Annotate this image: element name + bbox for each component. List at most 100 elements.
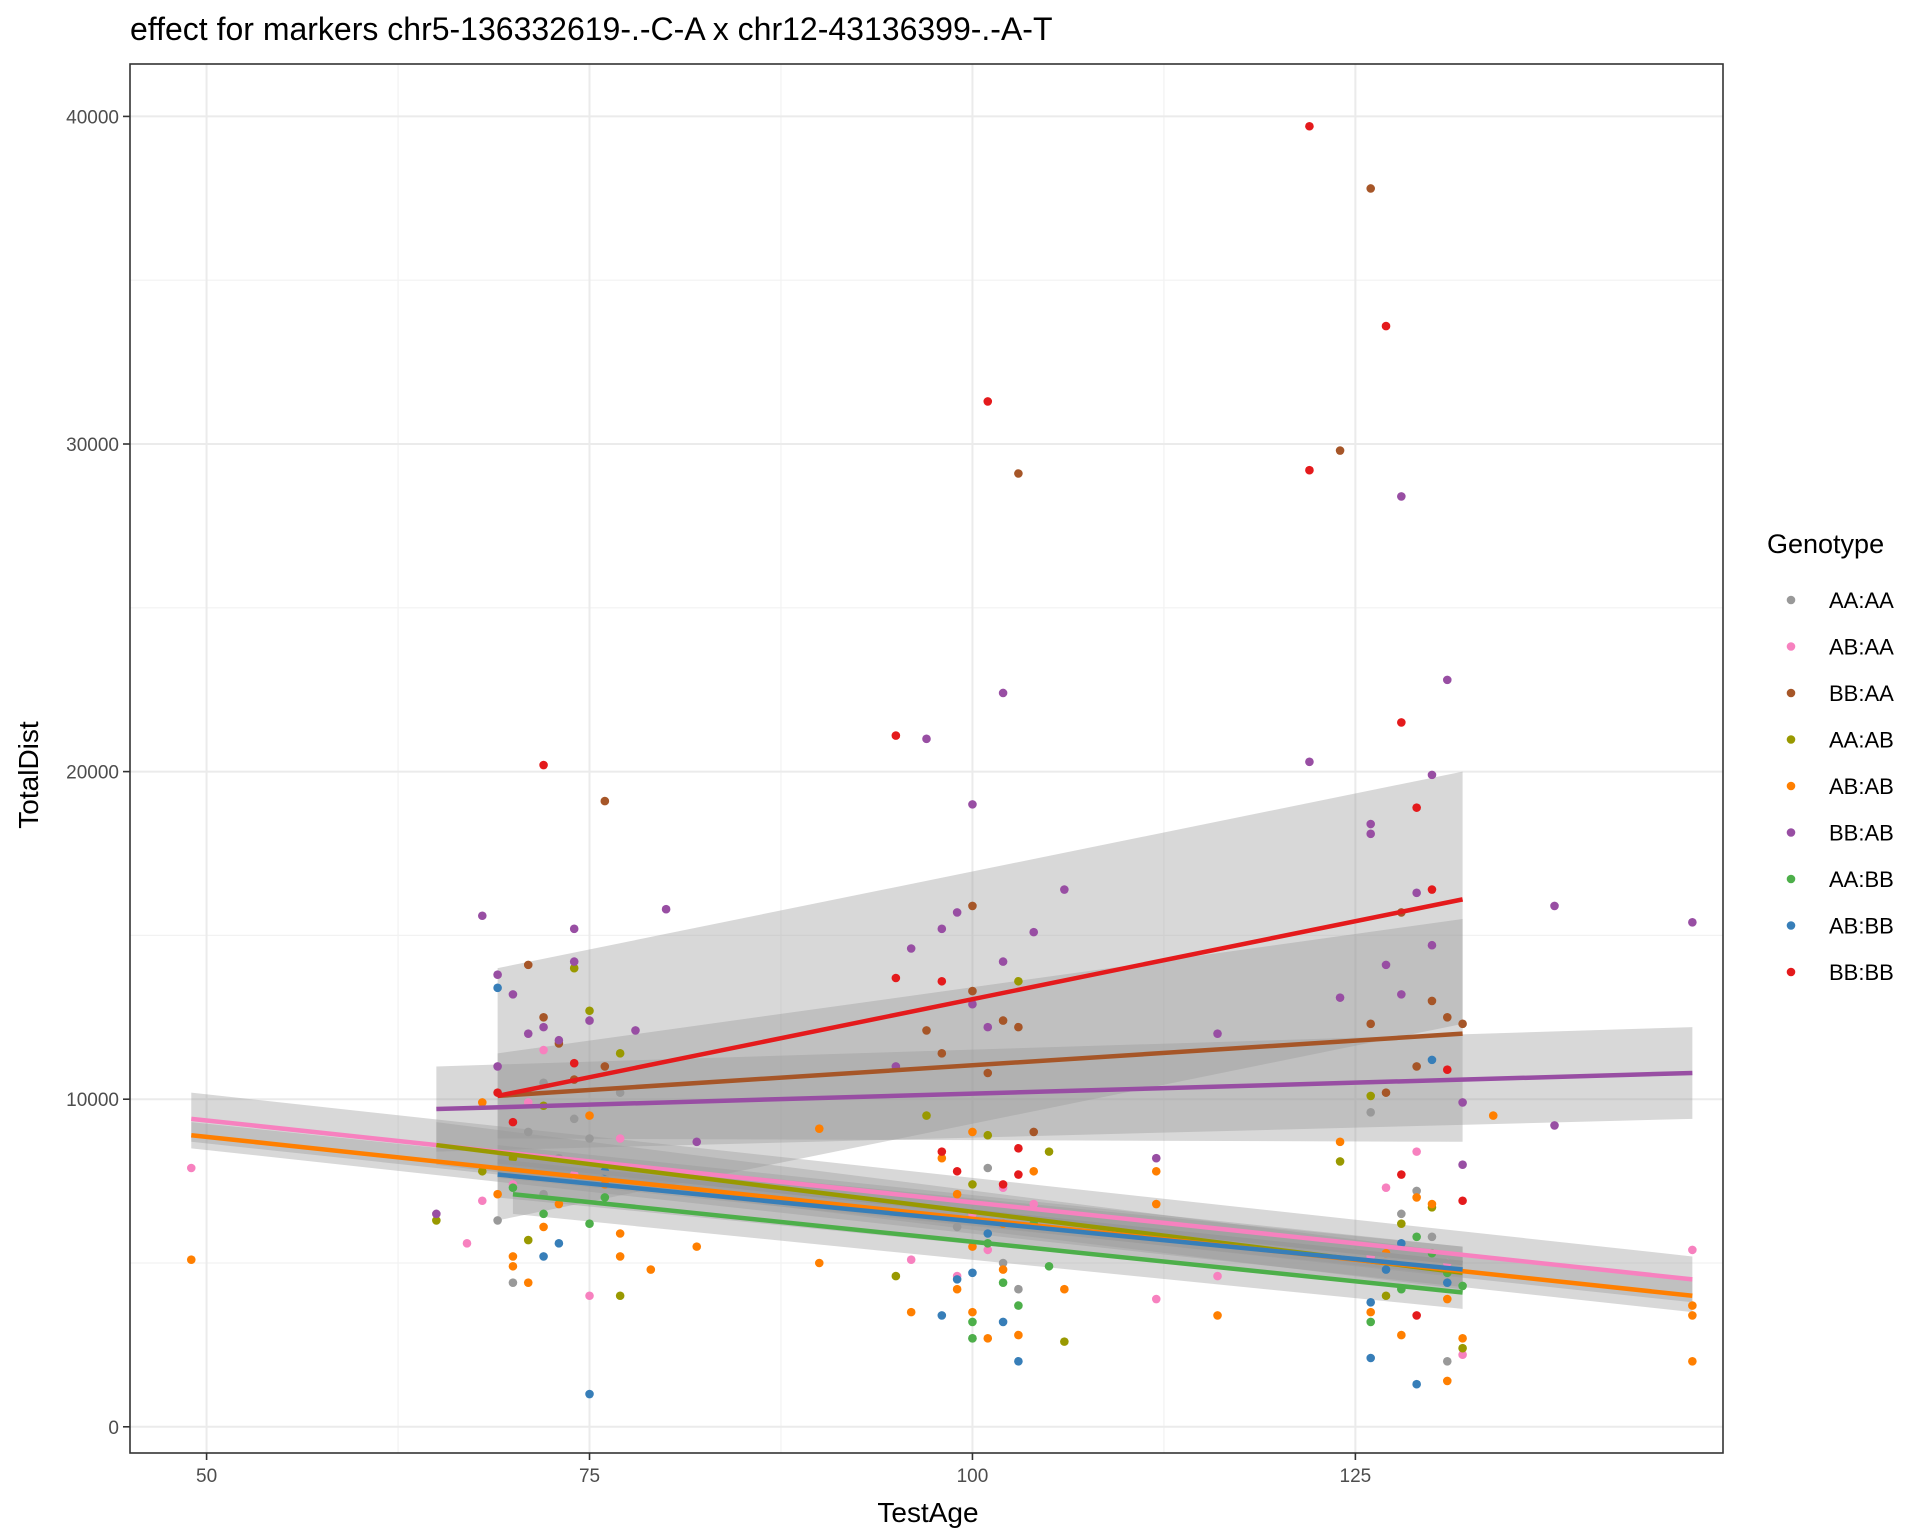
data-point-bb-ab	[1151, 1153, 1161, 1163]
data-point-aa-aa	[998, 1258, 1008, 1268]
data-point-ab-bb	[1397, 1239, 1406, 1248]
data-point-aa-ab	[1397, 1219, 1406, 1228]
data-point-bb-ab	[1458, 1160, 1467, 1170]
data-point-bb-bb	[891, 973, 901, 983]
legend-key-aa-ab	[1786, 735, 1796, 744]
plot-border	[129, 63, 1724, 1454]
legend-label-ab-ab: AB:AB	[1829, 774, 1894, 799]
data-point-bb-aa	[1366, 1019, 1376, 1029]
data-point-bb-aa	[1014, 1022, 1023, 1032]
data-point-bb-ab	[983, 1022, 993, 1032]
data-point-ab-ab	[814, 1124, 824, 1133]
data-point-bb-bb	[1412, 803, 1421, 812]
data-point-aa-aa	[983, 1163, 993, 1173]
data-point-ab-ab	[1029, 1166, 1039, 1176]
y-tick-label: 20000	[66, 763, 119, 784]
data-point-aa-bb	[1366, 1317, 1376, 1327]
data-point-aa-ab	[891, 1271, 901, 1281]
y-tick-label: 30000	[66, 435, 119, 456]
data-point-ab-ab	[1688, 1311, 1697, 1320]
data-point-ab-ab	[1458, 1334, 1467, 1343]
data-point-aa-bb	[1412, 1232, 1421, 1242]
data-point-bb-ab	[631, 1026, 640, 1035]
data-point-ab-ab	[968, 1127, 977, 1137]
y-axis-ticks: 0 10000 20000 30000 40000	[66, 107, 130, 1439]
data-point-ab-ab	[998, 1265, 1008, 1274]
data-point-ab-ab	[1442, 1376, 1452, 1386]
data-point-ab-ab	[1151, 1199, 1161, 1209]
data-point-ab-ab	[1213, 1311, 1222, 1320]
data-point-bb-bb	[1305, 121, 1314, 131]
data-point-bb-aa	[1442, 1012, 1452, 1022]
data-point-aa-ab	[1458, 1343, 1467, 1353]
data-point-ab-bb	[1366, 1298, 1376, 1307]
data-point-bb-bb	[1427, 885, 1437, 894]
data-point-bb-bb	[1412, 1311, 1421, 1320]
data-point-bb-aa	[1458, 1019, 1467, 1029]
legend-key-bb-bb	[1786, 967, 1796, 977]
data-point-bb-ab	[1305, 757, 1314, 767]
data-point-bb-aa	[968, 986, 977, 996]
data-point-bb-bb	[539, 760, 548, 770]
data-point-bb-aa	[1381, 1088, 1391, 1097]
data-point-ab-aa	[477, 1196, 487, 1206]
data-point-ab-bb	[493, 983, 502, 993]
data-point-ab-bb	[1014, 1356, 1023, 1366]
data-point-ab-ab	[1335, 1137, 1345, 1147]
data-point-ab-bb	[983, 1229, 993, 1238]
data-point-ab-ab	[585, 1111, 594, 1120]
data-point-ab-ab	[952, 1284, 962, 1294]
data-point-bb-ab	[1550, 1121, 1559, 1130]
legend: Genotype AA:AA AB:AA BB:AA AA:AB AB:AB BB:AB A…	[1767, 529, 1894, 985]
data-point-bb-aa	[539, 1012, 548, 1022]
legend-label-aa-bb: AA:BB	[1829, 867, 1894, 892]
data-point-aa-ab	[523, 1235, 533, 1245]
data-point-ab-ab	[186, 1255, 196, 1265]
data-point-bb-ab	[1427, 770, 1437, 780]
data-point-ab-ab	[1442, 1294, 1452, 1304]
data-point-ab-bb	[585, 1389, 594, 1399]
data-point-bb-bb	[1442, 1065, 1452, 1075]
data-point-bb-ab	[493, 1062, 502, 1071]
data-point-bb-ab	[1060, 885, 1069, 894]
legend-key-bb-aa	[1786, 688, 1796, 698]
x-tick-label: 50	[196, 1466, 217, 1487]
legend-label-aa-ab: AA:AB	[1829, 728, 1894, 753]
data-point-bb-ab	[569, 924, 579, 934]
y-tick-label: 40000	[66, 107, 119, 128]
data-point-aa-aa	[1412, 1186, 1421, 1196]
data-point-ab-ab	[493, 1189, 502, 1199]
data-point-ab-bb	[539, 1252, 548, 1261]
legend-key-ab-ab	[1786, 781, 1796, 791]
data-point-ab-ab	[906, 1307, 916, 1317]
data-point-ab-ab	[615, 1229, 625, 1238]
data-point-bb-aa	[1335, 446, 1345, 455]
data-point-bb-ab	[1029, 927, 1039, 937]
x-axis-ticks: 50 75 100 125	[196, 1453, 1371, 1487]
data-point-ab-ab	[1488, 1111, 1498, 1120]
data-point-ab-aa	[585, 1291, 594, 1301]
data-point-ab-aa	[906, 1255, 916, 1265]
data-point-bb-ab	[968, 800, 977, 809]
data-point-bb-ab	[1213, 1029, 1222, 1038]
y-tick-label: 0	[108, 1418, 119, 1439]
data-point-bb-aa	[922, 1026, 931, 1035]
data-point-ab-ab	[1688, 1356, 1697, 1366]
data-point-ab-aa	[462, 1239, 472, 1248]
y-axis-title: TotalDist	[13, 721, 44, 829]
data-point-ab-aa	[186, 1163, 196, 1173]
data-point-bb-bb	[952, 1166, 962, 1176]
data-point-bb-ab	[569, 957, 579, 966]
legend-title: Genotype	[1767, 529, 1884, 559]
data-point-bb-aa	[600, 796, 610, 806]
data-point-ab-aa	[983, 1245, 993, 1255]
data-point-bb-ab	[692, 1137, 702, 1147]
plot-panel	[130, 64, 1723, 1453]
data-point-ab-ab	[508, 1261, 518, 1271]
data-point-ab-aa	[1412, 1147, 1421, 1156]
data-point-ab-ab	[1014, 1330, 1023, 1340]
data-point-bb-aa	[1412, 1062, 1421, 1071]
data-point-bb-ab	[523, 1029, 533, 1038]
data-point-bb-aa	[1366, 184, 1376, 193]
